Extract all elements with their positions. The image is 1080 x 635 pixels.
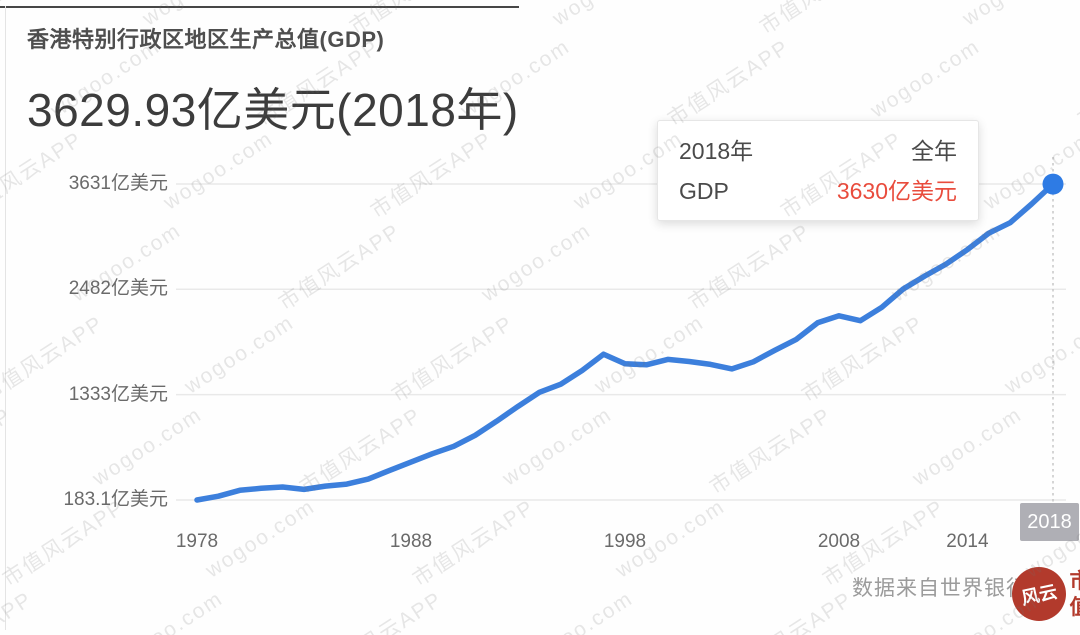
highlight-point[interactable] — [1042, 173, 1064, 195]
x-tick-label: 2008 — [817, 531, 861, 552]
left-border-line — [5, 6, 6, 630]
x-axis-current-badge: 2018 — [1020, 503, 1079, 541]
top-border-line — [0, 6, 519, 8]
tooltip-row-value: GDP 3630亿美元 — [679, 176, 957, 206]
tooltip-year: 2018年 — [679, 138, 754, 164]
brand-logo-seal-icon: 风云 — [1006, 561, 1072, 627]
tooltip-row-header: 2018年 全年 — [679, 136, 957, 166]
data-source-note: 数据来自世界银行 — [852, 577, 1028, 600]
tooltip-metric: GDP — [679, 178, 729, 204]
gdp-series-line — [194, 181, 1056, 503]
gridlines — [176, 183, 1066, 501]
brand-logo: 风云 市值 — [1006, 561, 1080, 627]
y-tick-label: 183.1亿美元 — [63, 489, 168, 510]
chart-current-value: 3629.93亿美元(2018年) — [27, 84, 519, 136]
x-tick-label: 1998 — [603, 531, 647, 552]
chart-title: 香港特别行政区地区生产总值(GDP) — [27, 27, 385, 52]
x-tick-label: 1978 — [175, 531, 219, 552]
x-tick-label: 2014 — [946, 531, 989, 552]
tooltip-period: 全年 — [911, 138, 957, 164]
x-tick-label: 1988 — [389, 531, 433, 552]
y-tick-label: 2482亿美元 — [68, 278, 168, 300]
y-tick-label: 3631亿美元 — [68, 173, 168, 194]
chart-tooltip: 2018年 全年 GDP 3630亿美元 — [657, 120, 979, 221]
brand-logo-text: 市值 — [1068, 569, 1080, 621]
y-tick-label: 1333亿美元 — [68, 383, 168, 405]
tooltip-value: 3630亿美元 — [836, 178, 957, 204]
